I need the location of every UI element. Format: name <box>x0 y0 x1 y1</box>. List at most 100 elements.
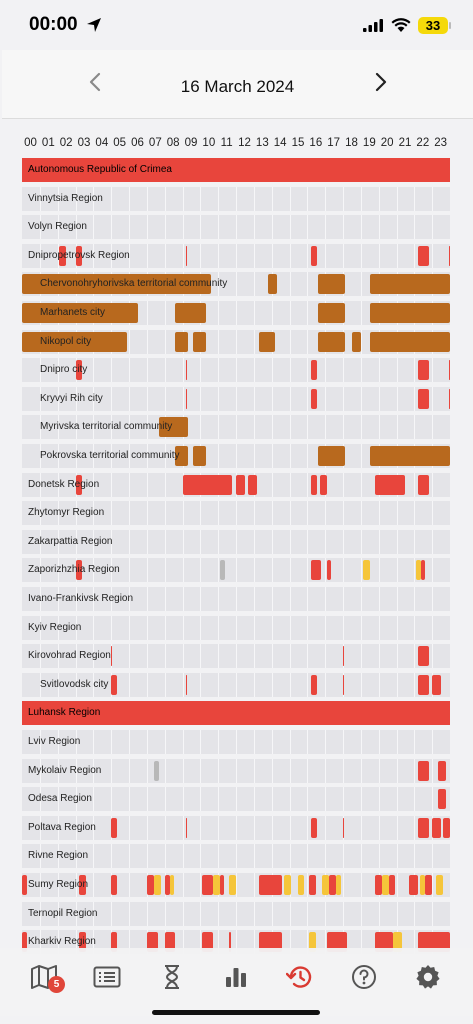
hour-gridline <box>164 529 166 554</box>
hour-gridline <box>325 243 327 268</box>
region-row[interactable]: Odesa Region <box>22 787 450 812</box>
hour-gridline <box>253 901 255 926</box>
hour-gridline <box>164 587 166 611</box>
region-row[interactable]: Mykolaiv Region <box>22 758 450 783</box>
hour-gridline <box>253 844 255 869</box>
region-label: Zaporizhzhia Region <box>28 564 120 576</box>
region-row[interactable]: Sumy Region <box>22 873 450 897</box>
region-row[interactable]: Autonomous Republic of Crimea <box>22 158 450 182</box>
hour-gridline <box>200 358 202 383</box>
region-row[interactable]: Zaporizhzhia Region <box>22 558 450 583</box>
hour-gridline <box>378 358 380 383</box>
previous-day-button[interactable] <box>88 72 102 97</box>
region-row[interactable]: Chervonohryhorivska territorial communit… <box>22 272 450 297</box>
hour-gridline <box>39 587 41 611</box>
region-row[interactable]: Zakarpattia Region <box>22 529 450 554</box>
settings-icon[interactable] <box>413 962 443 992</box>
hour-gridline <box>307 587 309 611</box>
hour-gridline <box>432 529 434 554</box>
hour-gridline <box>360 672 362 697</box>
alert-segment <box>416 560 422 581</box>
hour-gridline <box>289 787 291 812</box>
hour-gridline <box>146 358 148 383</box>
hour-gridline <box>236 243 237 268</box>
hour-gridline <box>93 358 95 383</box>
region-label: Dnipro city <box>40 364 88 376</box>
next-day-button[interactable] <box>374 72 388 97</box>
hour-gridline <box>307 815 309 840</box>
hour-gridline <box>343 901 344 926</box>
region-row[interactable]: Kryvyi Rih city <box>22 386 450 411</box>
region-row[interactable]: Dnipropetrovsk Region <box>22 243 450 268</box>
hour-gridline <box>93 644 95 669</box>
hour-gridline <box>360 815 362 840</box>
hour-gridline <box>200 815 202 840</box>
hour-gridline <box>432 186 434 211</box>
region-row[interactable]: Svitlovodsk city <box>22 672 450 697</box>
hour-label: 06 <box>131 137 144 149</box>
region-label: Svitlovodsk city <box>40 678 109 690</box>
region-row[interactable]: Dnipro city <box>22 358 450 383</box>
hour-gridline <box>57 215 59 240</box>
hour-gridline <box>253 758 255 783</box>
hour-gridline <box>218 930 220 955</box>
hour-gridline <box>271 501 273 526</box>
hour-gridline <box>396 672 398 697</box>
hour-gridline <box>343 558 344 583</box>
region-row[interactable]: Luhansk Region <box>22 701 450 726</box>
hour-gridline <box>271 386 273 411</box>
hourglass-icon[interactable] <box>157 962 187 992</box>
battery-icon: 33 <box>418 17 448 34</box>
region-row[interactable]: Volyn Region <box>22 215 450 240</box>
hour-gridline <box>432 243 434 268</box>
region-row[interactable]: Nikopol city <box>22 329 450 354</box>
status-bar: 00:00 33 <box>0 0 473 50</box>
hour-gridline <box>146 329 148 354</box>
hour-gridline <box>343 730 344 754</box>
region-row[interactable]: Donetsk Region <box>22 472 450 497</box>
region-row[interactable]: Kyiv Region <box>22 615 450 640</box>
hour-gridline <box>182 730 184 754</box>
region-row[interactable]: Lviv Region <box>22 730 450 754</box>
region-row[interactable]: Rivne Region <box>22 844 450 869</box>
hour-gridline <box>129 587 130 611</box>
region-row[interactable]: Ternopil Region <box>22 901 450 926</box>
region-row[interactable]: Poltava Region <box>22 815 450 840</box>
hour-gridline <box>146 529 148 554</box>
stats-icon[interactable] <box>221 962 251 992</box>
alert-segment <box>432 817 442 838</box>
region-row[interactable]: Vinnytsia Region <box>22 186 450 211</box>
region-row[interactable]: Ivano-Frankivsk Region <box>22 587 450 611</box>
hour-gridline <box>432 415 434 440</box>
hour-gridline <box>432 758 434 783</box>
hour-gridline <box>307 386 309 411</box>
alert-segment <box>75 245 82 266</box>
hour-gridline <box>253 243 255 268</box>
alert-segment <box>153 760 160 781</box>
alert-segment <box>326 560 331 581</box>
hour-gridline <box>39 529 41 554</box>
region-row[interactable]: Myrivska territorial community <box>22 415 450 440</box>
alert-segment <box>175 331 188 352</box>
hour-gridline <box>146 386 148 411</box>
alert-segment <box>268 274 277 295</box>
hour-gridline <box>343 787 344 812</box>
hour-gridline <box>93 672 95 697</box>
region-row[interactable]: Kirovohrad Region <box>22 644 450 669</box>
region-row[interactable]: Marhanets city <box>22 301 450 325</box>
region-label: Zakarpattia Region <box>28 535 113 547</box>
region-row[interactable]: Zhytomyr Region <box>22 501 450 526</box>
region-row[interactable]: Pokrovska territorial community <box>22 444 450 468</box>
hour-gridline <box>289 215 291 240</box>
hour-gridline <box>307 415 309 440</box>
hour-gridline <box>289 815 291 840</box>
hour-gridline <box>289 501 291 526</box>
alert-segment <box>343 646 345 667</box>
list-icon[interactable] <box>92 962 122 992</box>
hour-gridline <box>271 587 273 611</box>
hour-gridline <box>253 301 255 325</box>
history-icon[interactable] <box>285 962 315 992</box>
help-icon[interactable] <box>349 962 379 992</box>
hour-gridline <box>236 501 237 526</box>
hour-gridline <box>93 901 95 926</box>
